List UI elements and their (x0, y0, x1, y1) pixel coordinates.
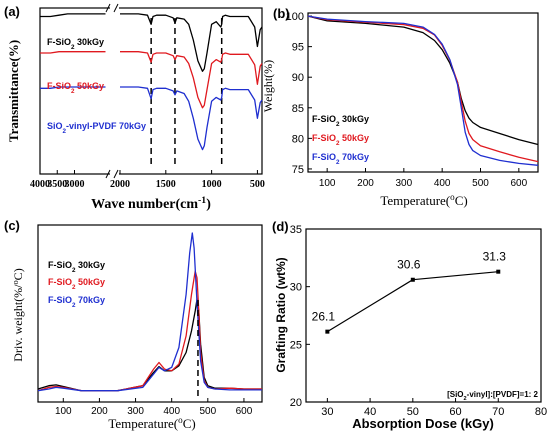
annotation: [SiO2-vinyl]:[PVDF]=1: 2 (447, 390, 538, 402)
x-tick-label: 50 (407, 406, 419, 418)
y-tick-label: 90 (292, 72, 304, 84)
panel-label: (c) (4, 218, 20, 233)
x-tick-label: 2000 (110, 179, 130, 190)
panel-a-frame (39, 7, 263, 175)
x-tick-label: 500 (472, 178, 489, 189)
x-tick-label: 300 (395, 178, 412, 189)
axis-break-mark (105, 3, 111, 13)
x-tick-label: 100 (55, 406, 72, 417)
x-tick-label: 40 (364, 406, 376, 418)
y-tick-label: 80 (292, 133, 304, 145)
y-tick-label: 100 (286, 11, 304, 23)
x-tick-label: 1500 (156, 179, 176, 190)
series-line-2 (37, 232, 262, 392)
series-label: F-SiO2 30kGy (48, 260, 105, 274)
series-line-1 (307, 15, 539, 163)
panel-d-frame (305, 228, 542, 403)
x-axis-title: Temperature(oC) (108, 415, 195, 431)
y-tick-label: 95 (292, 42, 304, 54)
x-axis-title: Wave number(cm-1) (91, 195, 211, 213)
y-axis-title: Transmittance(%) (6, 40, 21, 142)
series-line-2-left (40, 86, 106, 89)
x-tick-label: 400 (163, 406, 180, 417)
series-line-1-right (120, 51, 263, 109)
panel-b-frame (307, 12, 539, 173)
y-axis-title: Weight(%) (261, 60, 275, 112)
axis-break-bottom-mask (110, 169, 119, 179)
series-label: F-SiO2 30kGy (312, 114, 369, 128)
series-line-2-right (120, 86, 263, 151)
x-axis-title: Absorption Dose (kGy) (352, 416, 494, 431)
series-label: F-SiO2 30kGy (47, 37, 104, 51)
panel-c-frame (37, 224, 263, 403)
x-tick-label: 200 (357, 178, 374, 189)
x-tick-label: 30 (321, 406, 333, 418)
series-label: F-SiO2 50kGy (48, 277, 105, 291)
y-axis-title: Grafting Ratio (wt%) (274, 257, 288, 372)
x-axis-title: Temperature(oC) (380, 192, 467, 208)
x-tick-label: 4000 (30, 179, 50, 190)
x-tick-label: 100 (319, 178, 336, 189)
y-tick-label: 35 (290, 224, 302, 236)
axis-break-mark (113, 169, 119, 179)
y-tick-label: 85 (292, 103, 304, 115)
data-point (325, 329, 330, 334)
series-line-0 (307, 15, 539, 146)
x-tick-label: 60 (449, 406, 461, 418)
y-tick-label: 75 (292, 164, 304, 176)
series-label: F-SiO2 50kGy (47, 81, 104, 95)
series-label: F-SiO2 70kGy (48, 295, 105, 309)
x-tick-label: 400 (434, 178, 451, 189)
axis-break-mark (113, 3, 119, 13)
series-line-0-left (40, 13, 106, 18)
y-tick-label: 30 (290, 282, 302, 294)
x-tick-label: 80 (535, 406, 547, 418)
x-tick-label: 600 (510, 178, 527, 189)
x-tick-label: 500 (199, 406, 216, 417)
x-tick-label: 3000 (65, 179, 85, 190)
series-line-0 (37, 298, 262, 392)
data-point (496, 269, 501, 274)
y-tick-label: 25 (290, 339, 302, 351)
y-tick-label: 20 (290, 397, 302, 409)
axis-break-mark (105, 169, 111, 179)
series-line-2 (307, 15, 539, 166)
x-tick-label: 500 (250, 179, 265, 190)
x-tick-label: 70 (492, 406, 504, 418)
data-label: 31.3 (483, 250, 507, 264)
series-label: F-SiO2 50kGy (312, 133, 369, 147)
x-tick-label: 300 (127, 406, 144, 417)
x-tick-label: 3500 (47, 179, 67, 190)
data-label: 26.1 (312, 310, 336, 324)
series-line-1-left (40, 51, 106, 54)
panel-label: (a) (4, 4, 20, 19)
x-tick-label: 200 (91, 406, 108, 417)
x-tick-label: 1000 (202, 179, 222, 190)
data-label: 30.6 (397, 258, 421, 272)
x-tick-label: 600 (236, 406, 253, 417)
series-line-0-right (120, 13, 263, 72)
panel-label: (d) (272, 219, 289, 234)
axis-break-top-mask (110, 3, 119, 13)
series-label: F-SiO2 70kGy (312, 152, 369, 166)
series-label: SiO2-vinyl-PVDF 70kGy (47, 121, 146, 135)
panel-label: (b) (273, 6, 290, 21)
y-axis-title: Driv. weight(%/oC) (11, 268, 26, 361)
data-point (410, 277, 415, 282)
